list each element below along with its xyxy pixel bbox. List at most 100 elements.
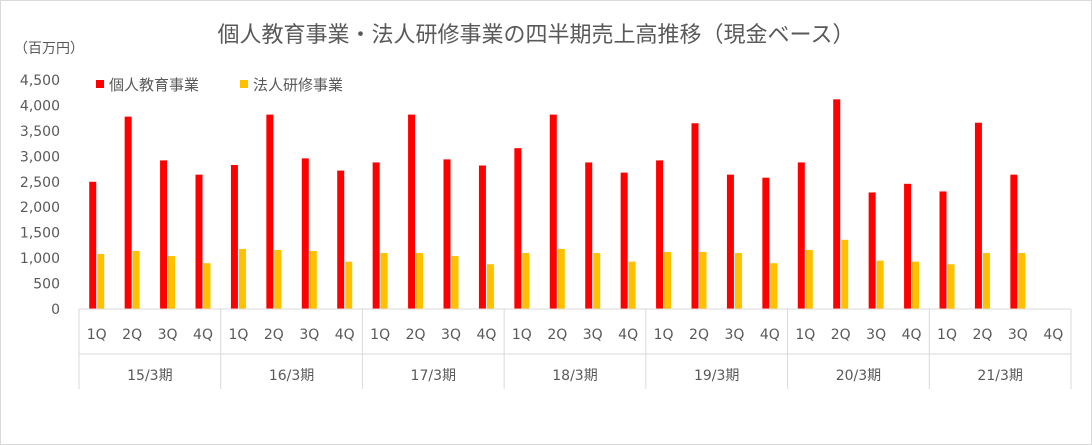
y-tick-label: 0	[51, 302, 60, 318]
bar-corporate	[699, 252, 707, 309]
bar-individual	[974, 122, 982, 309]
legend: 個人教育事業 法人研修事業	[96, 76, 343, 94]
bar-corporate	[416, 253, 424, 309]
bar-individual	[833, 99, 841, 310]
quarter-label: 3Q	[724, 327, 744, 343]
quarter-label: 2Q	[264, 327, 284, 343]
bar-corporate	[380, 253, 388, 309]
bar-corporate	[770, 263, 778, 309]
bar-individual	[514, 148, 522, 309]
quarter-label: 1Q	[654, 327, 674, 343]
quarter-label: 3Q	[866, 327, 886, 343]
bar-individual	[301, 158, 309, 309]
y-tick-label: 500	[33, 277, 60, 293]
year-label: 20/3期	[836, 368, 881, 384]
bar-individual	[195, 174, 203, 309]
year-label: 21/3期	[977, 368, 1022, 384]
y-tick-label: 4,500	[20, 73, 60, 89]
bar-corporate	[274, 249, 282, 309]
bar-individual	[868, 192, 876, 309]
quarter-label: 1Q	[937, 327, 957, 343]
bar-individual	[266, 114, 274, 309]
quarter-label: 2Q	[547, 327, 567, 343]
legend-swatch-individual	[96, 80, 104, 88]
bar-corporate	[841, 239, 849, 309]
quarter-label: 3Q	[583, 327, 603, 343]
y-tick-label: 2,000	[20, 200, 60, 216]
quarter-label: 2Q	[972, 327, 992, 343]
legend-swatch-corporate	[240, 80, 248, 88]
y-tick-label: 3,000	[20, 149, 60, 165]
bar-corporate	[1018, 253, 1026, 309]
quarter-label: 2Q	[689, 327, 709, 343]
x-axis: 1Q 2Q 3Q 4Q 1Q 2Q 3Q 4Q 1Q 2Q 3Q 4Q 1Q 2Q 3Q 4Q 1Q 2Q 3Q 4Q…	[78, 308, 1072, 389]
unit-label: （百万円）	[14, 41, 84, 57]
bar-corporate	[982, 253, 990, 309]
quarter-label: 1Q	[228, 327, 248, 343]
y-tick-label: 3,500	[20, 124, 60, 140]
bar-individual	[726, 174, 734, 309]
bar-individual	[939, 191, 947, 309]
year-label: 19/3期	[694, 368, 739, 384]
quarter-label: 4Q	[335, 327, 355, 343]
quarter-label: 3Q	[158, 327, 178, 343]
bar-corporate	[486, 264, 494, 309]
quarter-label: 2Q	[122, 327, 142, 343]
bar-individual	[762, 177, 770, 309]
year-label: 15/3期	[127, 368, 172, 384]
bar-individual	[372, 162, 380, 309]
quarter-label: 2Q	[406, 327, 426, 343]
legend-label-individual: 個人教育事業	[109, 76, 199, 94]
bar-individual	[656, 160, 664, 309]
quarter-label: 1Q	[795, 327, 815, 343]
quarter-label: 4Q	[476, 327, 496, 343]
chart-title: 個人教育事業・法人研修事業の四半期売上高推移（現金ベース）	[218, 23, 855, 48]
bar-individual	[620, 172, 628, 309]
quarter-label: 3Q	[441, 327, 461, 343]
bar-corporate	[628, 261, 636, 309]
bar-individual	[160, 160, 168, 309]
bar-corporate	[309, 250, 317, 309]
bar-individual	[585, 162, 593, 309]
legend-label-corporate: 法人研修事業	[253, 76, 343, 94]
bar-individual	[1010, 174, 1018, 309]
bar-individual	[408, 114, 416, 309]
bar-corporate	[522, 253, 530, 309]
bar-individual	[691, 123, 699, 309]
bar-corporate	[557, 248, 565, 309]
bar-individual	[904, 183, 912, 309]
bar-individual	[89, 181, 97, 309]
bar-individual	[443, 159, 451, 309]
bar-corporate	[876, 260, 884, 309]
quarter-label: 4Q	[902, 327, 922, 343]
bar-corporate	[912, 261, 920, 309]
quarter-label: 4Q	[193, 327, 213, 343]
bar-individual	[124, 116, 132, 309]
y-tick-label: 2,500	[20, 175, 60, 191]
quarter-label: 3Q	[1008, 327, 1028, 343]
year-label: 17/3期	[411, 368, 456, 384]
bar-individual	[797, 162, 805, 309]
bar-corporate	[805, 249, 813, 309]
bar-corporate	[345, 261, 353, 309]
quarter-label: 1Q	[512, 327, 532, 343]
bar-corporate	[664, 252, 672, 309]
quarter-label: 1Q	[87, 327, 107, 343]
y-tick-label: 4,000	[20, 98, 60, 114]
bar-corporate	[734, 253, 742, 309]
bar-corporate	[947, 264, 955, 309]
bar-corporate	[238, 248, 246, 309]
bar-corporate	[168, 256, 176, 309]
quarter-label: 4Q	[618, 327, 638, 343]
bar-corporate	[97, 254, 105, 309]
y-tick-label: 1,000	[20, 251, 60, 267]
y-axis-ticks: 0 500 1,000 1,500 2,000 2,500 3,000 3,500 4,000 4…	[20, 73, 60, 318]
quarter-label: 3Q	[299, 327, 319, 343]
bar-corporate	[132, 250, 140, 309]
bars	[89, 99, 1026, 310]
quarter-label: 4Q	[760, 327, 780, 343]
quarter-label: 4Q	[1043, 327, 1063, 343]
bar-individual	[337, 170, 345, 309]
quarter-label: 1Q	[370, 327, 390, 343]
